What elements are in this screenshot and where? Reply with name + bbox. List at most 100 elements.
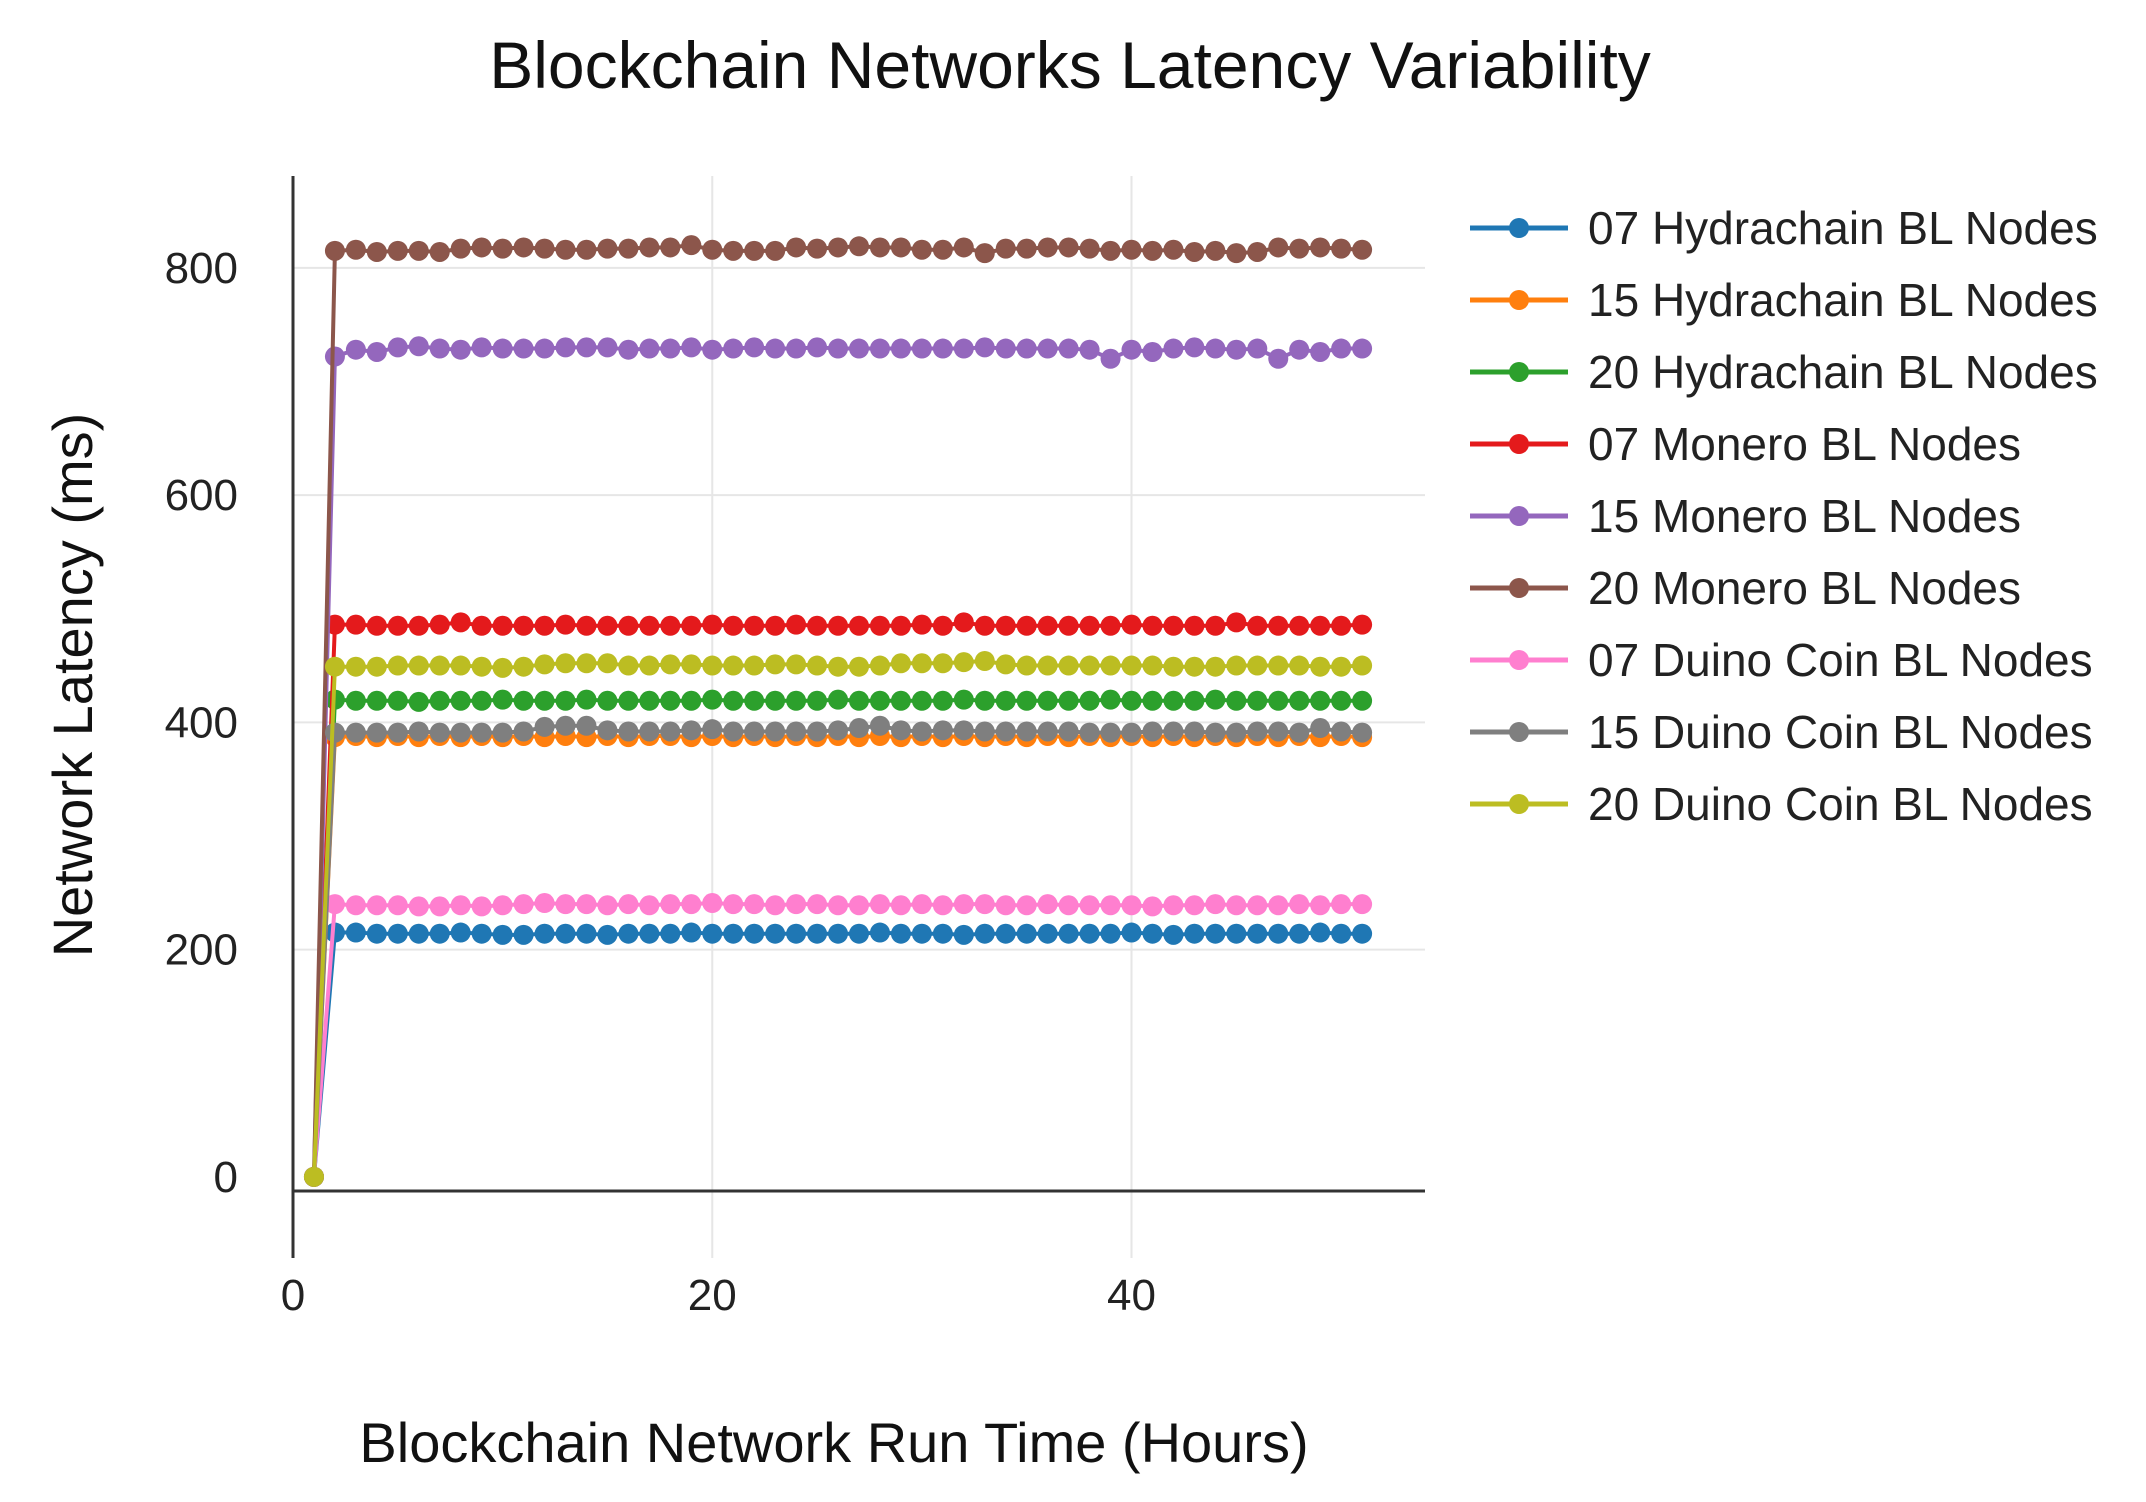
data-point[interactable]	[890, 923, 911, 944]
data-point[interactable]	[849, 338, 869, 359]
data-point[interactable]	[597, 238, 618, 259]
data-point[interactable]	[387, 615, 408, 636]
data-point[interactable]	[1226, 895, 1247, 916]
data-point[interactable]	[387, 722, 408, 743]
data-point[interactable]	[1289, 615, 1310, 636]
data-point[interactable]	[911, 338, 932, 359]
data-point[interactable]	[1121, 895, 1142, 916]
data-point[interactable]	[911, 614, 932, 635]
data-point[interactable]	[1331, 690, 1352, 711]
data-point[interactable]	[1100, 689, 1121, 710]
data-point[interactable]	[387, 240, 408, 261]
data-point[interactable]	[1289, 655, 1310, 676]
data-point[interactable]	[1142, 655, 1163, 676]
data-point[interactable]	[1184, 656, 1205, 677]
data-point[interactable]	[1016, 690, 1037, 711]
data-point[interactable]	[681, 690, 702, 711]
data-point[interactable]	[765, 654, 786, 675]
data-point[interactable]	[681, 654, 702, 675]
data-point[interactable]	[534, 716, 555, 737]
data-point[interactable]	[723, 721, 744, 742]
data-point[interactable]	[1226, 243, 1247, 264]
data-point[interactable]	[1184, 690, 1205, 711]
data-point[interactable]	[1289, 722, 1310, 743]
data-point[interactable]	[849, 718, 869, 739]
series-15-hydrachain-bl-nodes[interactable]	[303, 725, 1373, 1187]
data-point[interactable]	[345, 239, 366, 260]
data-point[interactable]	[849, 923, 869, 944]
data-point[interactable]	[576, 615, 597, 636]
data-point[interactable]	[807, 615, 828, 636]
series-15-monero-bl-nodes[interactable]	[303, 336, 1373, 1187]
legend-item[interactable]: 07 Monero BL Nodes	[1470, 418, 2021, 470]
data-point[interactable]	[1352, 614, 1373, 635]
data-point[interactable]	[1142, 240, 1163, 261]
data-point[interactable]	[1226, 655, 1247, 676]
data-point[interactable]	[1079, 690, 1100, 711]
data-point[interactable]	[576, 894, 597, 915]
data-point[interactable]	[1352, 894, 1373, 915]
data-point[interactable]	[1121, 614, 1142, 635]
data-point[interactable]	[366, 895, 387, 916]
data-point[interactable]	[597, 720, 618, 741]
data-point[interactable]	[1058, 338, 1079, 359]
data-point[interactable]	[911, 923, 932, 944]
data-point[interactable]	[492, 895, 513, 916]
data-point[interactable]	[681, 337, 702, 358]
data-point[interactable]	[1247, 338, 1268, 359]
data-point[interactable]	[1184, 895, 1205, 916]
data-point[interactable]	[366, 923, 387, 944]
data-point[interactable]	[1058, 895, 1079, 916]
data-point[interactable]	[723, 655, 744, 676]
data-point[interactable]	[681, 922, 702, 943]
data-point[interactable]	[828, 923, 849, 944]
data-point[interactable]	[869, 715, 890, 736]
data-point[interactable]	[1268, 895, 1289, 916]
data-point[interactable]	[471, 656, 492, 677]
data-point[interactable]	[618, 655, 639, 676]
data-point[interactable]	[597, 690, 618, 711]
data-point[interactable]	[1037, 338, 1058, 359]
data-point[interactable]	[869, 338, 890, 359]
data-point[interactable]	[408, 691, 429, 712]
data-point[interactable]	[555, 614, 576, 635]
data-point[interactable]	[534, 654, 555, 675]
data-point[interactable]	[974, 690, 995, 711]
data-point[interactable]	[1016, 923, 1037, 944]
data-point[interactable]	[849, 615, 869, 636]
data-point[interactable]	[1268, 615, 1289, 636]
data-point[interactable]	[869, 237, 890, 258]
data-point[interactable]	[1142, 690, 1163, 711]
data-point[interactable]	[1268, 348, 1289, 369]
data-point[interactable]	[1268, 237, 1289, 258]
data-point[interactable]	[1331, 894, 1352, 915]
data-point[interactable]	[576, 923, 597, 944]
data-point[interactable]	[974, 615, 995, 636]
data-point[interactable]	[660, 237, 681, 258]
data-point[interactable]	[1163, 690, 1184, 711]
data-point[interactable]	[513, 237, 534, 258]
data-point[interactable]	[1184, 337, 1205, 358]
data-point[interactable]	[324, 922, 345, 943]
data-point[interactable]	[492, 689, 513, 710]
data-point[interactable]	[1247, 615, 1268, 636]
data-point[interactable]	[534, 338, 555, 359]
series-07-duino-coin-bl-nodes[interactable]	[303, 893, 1373, 1187]
data-point[interactable]	[387, 655, 408, 676]
data-point[interactable]	[1310, 615, 1331, 636]
data-point[interactable]	[765, 895, 786, 916]
data-point[interactable]	[471, 923, 492, 944]
data-point[interactable]	[1247, 721, 1268, 742]
data-point[interactable]	[828, 237, 849, 258]
data-point[interactable]	[387, 923, 408, 944]
data-point[interactable]	[786, 721, 807, 742]
data-point[interactable]	[890, 895, 911, 916]
data-point[interactable]	[1100, 615, 1121, 636]
data-point[interactable]	[953, 720, 974, 741]
data-point[interactable]	[807, 690, 828, 711]
data-point[interactable]	[660, 615, 681, 636]
data-point[interactable]	[974, 651, 995, 672]
data-point[interactable]	[869, 655, 890, 676]
data-point[interactable]	[974, 243, 995, 264]
data-point[interactable]	[597, 337, 618, 358]
